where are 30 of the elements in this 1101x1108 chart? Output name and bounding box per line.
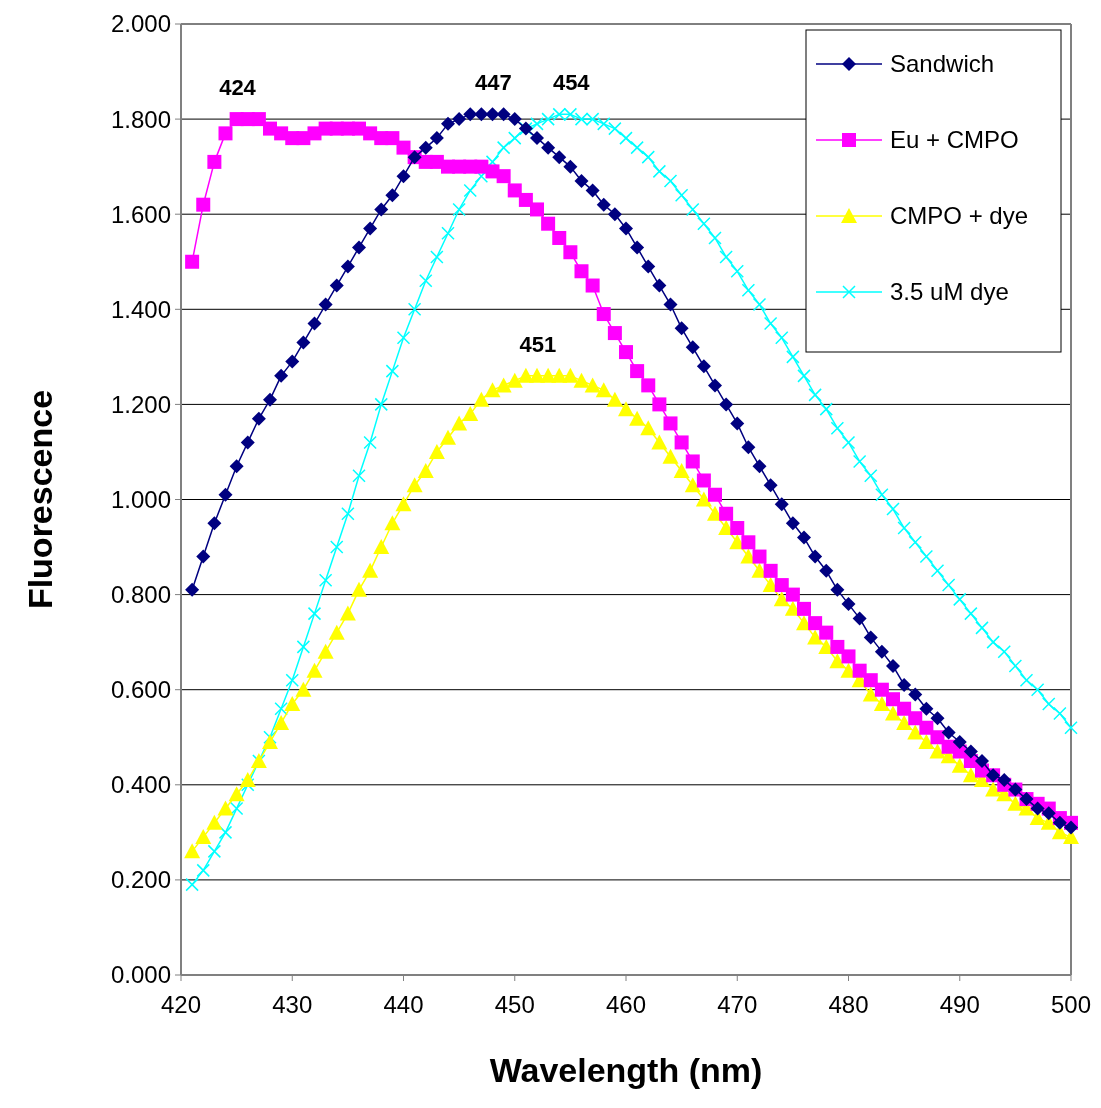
y-tick-label: 0.200 bbox=[110, 866, 171, 894]
y-tick-label: 1.400 bbox=[110, 295, 171, 323]
legend-label: Eu + CMPO bbox=[890, 126, 1019, 154]
x-tick-label: 420 bbox=[160, 991, 202, 1018]
y-tick-label: 1.600 bbox=[110, 200, 171, 228]
legend-label: CMPO + dye bbox=[890, 202, 1029, 230]
y-tick-label: 2.000 bbox=[110, 10, 171, 38]
x-tick-label: 440 bbox=[383, 991, 424, 1018]
legend-label: 3.5 uM dye bbox=[890, 278, 1009, 306]
annotation: 451 bbox=[519, 331, 557, 357]
y-tick-label: 0.600 bbox=[110, 676, 171, 704]
y-tick-label: 1.200 bbox=[110, 390, 171, 418]
x-tick-label: 430 bbox=[272, 991, 313, 1018]
y-axis-title: Fluorescence bbox=[21, 389, 59, 610]
annotation: 454 bbox=[552, 70, 591, 96]
x-tick-label: 450 bbox=[494, 991, 535, 1018]
legend-label: Sandwich bbox=[890, 50, 995, 78]
annotation: 424 bbox=[219, 75, 257, 101]
y-tick-label: 0.000 bbox=[110, 961, 171, 989]
y-tick-label: 1.000 bbox=[110, 485, 171, 513]
x-tick-label: 460 bbox=[605, 991, 647, 1018]
y-tick-label: 0.400 bbox=[110, 771, 171, 799]
x-tick-label: 500 bbox=[1050, 991, 1092, 1018]
y-tick-label: 0.800 bbox=[110, 581, 171, 608]
x-tick-label: 470 bbox=[717, 991, 758, 1018]
x-tick-label: 480 bbox=[828, 991, 869, 1018]
y-tick-label: 1.800 bbox=[110, 105, 171, 133]
annotation: 447 bbox=[475, 70, 512, 96]
x-axis-title: Wavelength (nm) bbox=[489, 1051, 763, 1089]
x-tick-label: 490 bbox=[939, 991, 980, 1018]
